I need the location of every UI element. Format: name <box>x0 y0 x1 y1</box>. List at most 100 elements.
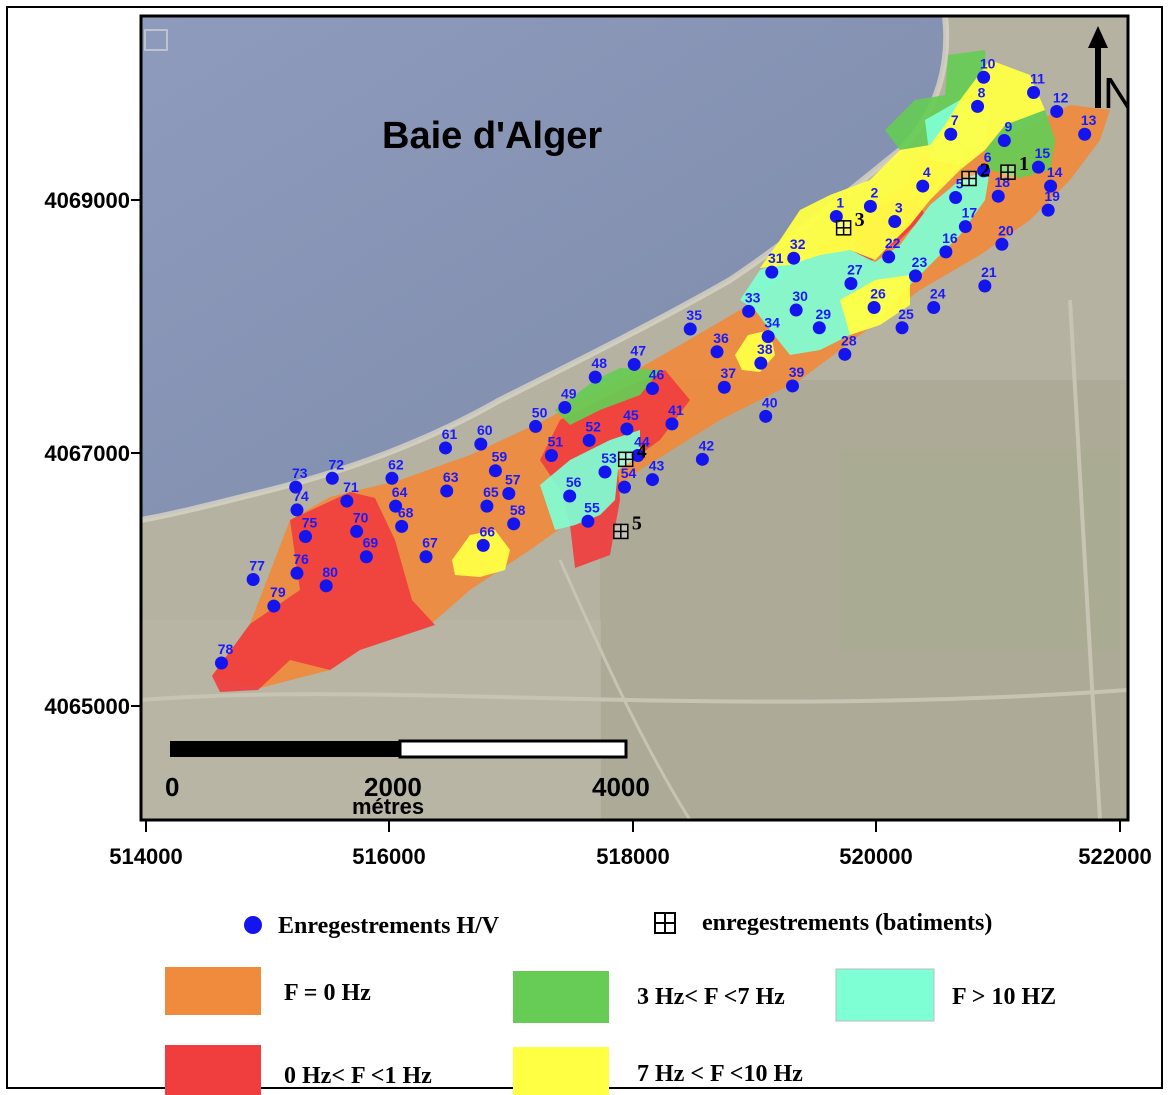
hv-point-marker <box>908 269 922 283</box>
hv-point-marker <box>895 321 909 335</box>
hv-point: 42 <box>695 437 714 466</box>
hv-point-label: 53 <box>601 450 617 466</box>
hv-point-label: 63 <box>443 469 459 485</box>
hv-point: 59 <box>488 449 508 478</box>
road <box>558 559 692 820</box>
hv-point-label: 25 <box>898 306 914 322</box>
hv-point-label: 61 <box>442 426 458 442</box>
scale-label-4000: 4000 <box>592 772 650 802</box>
legend-swatch-7-10hz <box>513 1047 609 1095</box>
hv-point-label: 55 <box>584 499 600 515</box>
zone-3-7hz <box>555 368 660 425</box>
hv-point-marker <box>395 519 409 533</box>
hv-point-marker <box>214 656 228 670</box>
hv-point-marker <box>558 400 572 414</box>
hv-point-label: 6 <box>984 149 992 165</box>
hv-point: 3 <box>888 200 903 229</box>
scale-bar: 0 2000 4000 métres <box>165 739 650 819</box>
hv-point: 66 <box>476 523 495 552</box>
hv-point-marker <box>1050 104 1064 118</box>
hv-point: 61 <box>439 426 458 455</box>
hv-point-label: 45 <box>623 407 639 423</box>
hv-point-label: 32 <box>790 236 806 252</box>
urban-area <box>141 620 601 820</box>
hv-point: 72 <box>325 456 344 485</box>
hv-point-marker <box>812 321 826 335</box>
hv-point-marker <box>863 199 877 213</box>
hv-point-label: 77 <box>249 558 265 574</box>
building-label: 5 <box>632 512 642 534</box>
hv-point-label: 68 <box>398 504 414 520</box>
hv-point-label: 44 <box>634 434 650 450</box>
hv-point: 39 <box>785 364 804 393</box>
hv-point: 35 <box>683 307 702 336</box>
hv-point-label: 58 <box>510 502 526 518</box>
hv-point: 53 <box>598 450 617 479</box>
hv-point-marker <box>754 356 768 370</box>
hv-point: 37 <box>717 365 736 394</box>
hv-point-marker <box>267 599 281 613</box>
hv-point-label: 5 <box>956 175 964 191</box>
hv-point-marker <box>582 433 596 447</box>
hv-point: 30 <box>789 288 808 317</box>
hv-point: 26 <box>867 286 886 315</box>
hv-point-marker <box>888 215 902 229</box>
y-axis: 4069000 4067000 4065000 <box>44 188 141 719</box>
scale-bar-black-segment <box>170 741 400 757</box>
zone-7-10hz <box>452 530 510 577</box>
map-logo <box>144 29 168 51</box>
hv-point: 41 <box>665 402 684 431</box>
hv-point: 10 <box>977 55 996 84</box>
hv-point-label: 49 <box>561 385 577 401</box>
hv-point: 2 <box>863 184 879 213</box>
scale-label-0: 0 <box>165 772 179 802</box>
frequency-zones <box>212 50 1110 692</box>
hv-point: 57 <box>502 471 521 500</box>
hv-point-label: 40 <box>762 394 778 410</box>
hv-point-marker <box>867 301 881 315</box>
hv-point-label: 41 <box>668 402 684 418</box>
hv-point: 18 <box>991 174 1010 203</box>
hv-point-marker <box>916 179 930 193</box>
hv-point-marker <box>785 379 799 393</box>
zone-3-7hz <box>885 50 987 150</box>
hv-point: 54 <box>617 465 636 494</box>
hv-point-label: 22 <box>885 235 901 251</box>
zone-gt-10hz <box>540 430 640 530</box>
legend-label-gt-10hz: F > 10 HZ <box>952 984 1056 1010</box>
hv-point-marker <box>385 471 399 485</box>
hv-point: 19 <box>1041 188 1060 217</box>
hv-point-label: 48 <box>591 355 607 371</box>
hv-point-marker <box>939 245 953 259</box>
hv-point-marker <box>1078 127 1092 141</box>
hv-point: 40 <box>759 394 778 423</box>
hv-point: 60 <box>474 422 493 451</box>
hv-point: 5 <box>949 175 964 204</box>
hv-point: 23 <box>908 254 927 283</box>
hv-point: 50 <box>529 404 548 433</box>
y-tick-label: 4069000 <box>44 188 130 213</box>
hv-point-marker <box>502 486 516 500</box>
hv-point-marker <box>995 237 1009 251</box>
hv-point-marker <box>829 209 843 223</box>
hv-point: 52 <box>582 418 601 447</box>
north-arrow-head <box>1088 26 1108 48</box>
hv-point-marker <box>529 419 543 433</box>
legend-label-3-7hz: 3 Hz< F <7 Hz <box>637 984 785 1010</box>
hv-point-label: 38 <box>757 341 773 357</box>
hv-point-label: 73 <box>292 465 308 481</box>
hv-point-label: 56 <box>566 474 582 490</box>
hv-point-label: 74 <box>293 488 309 504</box>
x-axis: 514000 516000 518000 520000 522000 <box>109 820 1152 869</box>
hv-point: 71 <box>340 479 359 508</box>
hv-point: 27 <box>844 261 863 290</box>
hv-point: 46 <box>645 366 664 395</box>
hv-point-label: 7 <box>951 112 959 128</box>
hv-point-marker <box>488 464 502 478</box>
building-label: 3 <box>855 209 865 231</box>
hv-point: 78 <box>214 641 233 670</box>
hv-point-marker <box>977 70 991 84</box>
hv-point-label: 59 <box>492 449 508 465</box>
